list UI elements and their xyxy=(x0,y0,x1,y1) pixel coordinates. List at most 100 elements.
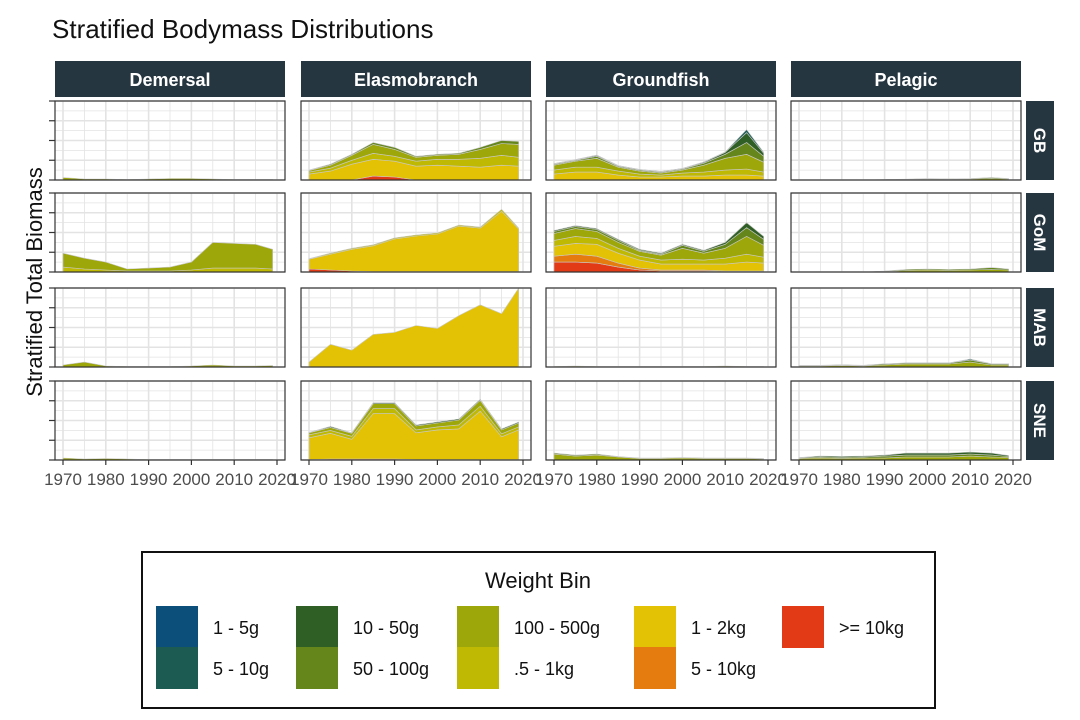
legend-item-50-100g: 50 - 100g xyxy=(296,647,429,689)
gridlines xyxy=(791,100,1021,181)
legend-swatch xyxy=(634,606,676,648)
strip-label-gb: GB xyxy=(1030,128,1049,154)
legend-swatch xyxy=(457,606,499,648)
x-tick-label: 1990 xyxy=(376,470,414,489)
legend-item-100-500g: 100 - 500g xyxy=(457,606,600,648)
legend-item-ge-10kg: >= 10kg xyxy=(782,606,904,648)
panel-pelagic-sne: 1970 1980 1990 2000 2010 2020 xyxy=(780,380,1032,489)
strip-label-groundfish: Groundfish xyxy=(613,70,710,90)
x-tick-label: 2020 xyxy=(749,470,787,489)
legend-swatch xyxy=(156,647,198,689)
legend-swatch xyxy=(634,647,676,689)
x-tick-label: 1980 xyxy=(823,470,861,489)
legend-item-5-10kg: 5 - 10kg xyxy=(634,647,756,689)
strip-row-mab xyxy=(1026,288,1054,367)
panel-groundfish-gom xyxy=(545,192,777,273)
panel-pelagic-mab xyxy=(790,287,1022,368)
panel-elasmobranch-gb xyxy=(300,100,532,181)
legend-label: .5 - 1kg xyxy=(514,659,574,679)
legend-swatch xyxy=(296,647,338,689)
panel-border xyxy=(300,380,532,461)
x-tick-label: 2010 xyxy=(706,470,744,489)
legend-item-1-2kg: 1 - 2kg xyxy=(634,606,746,648)
panel-border xyxy=(545,100,777,181)
panel-groundfish-mab xyxy=(545,287,777,368)
panel-demersal-gom xyxy=(49,192,286,273)
panel-pelagic-gom xyxy=(790,192,1022,273)
panel-border xyxy=(300,100,532,181)
y-axis-label: Stratified Total Biomass xyxy=(22,167,47,396)
area-50-100g xyxy=(553,452,764,460)
area-5-10g xyxy=(553,129,764,172)
area-5-1kg xyxy=(308,209,519,260)
panel-border xyxy=(300,192,532,273)
legend-item-10-50g: 10 - 50g xyxy=(296,606,419,648)
strip-label-demersal: Demersal xyxy=(129,70,210,90)
legend-label: 50 - 100g xyxy=(353,659,429,679)
panel-border xyxy=(790,380,1022,461)
strip-col-groundfish xyxy=(546,61,776,97)
x-tick-label: 1970 xyxy=(780,470,818,489)
strip-row-gb xyxy=(1026,101,1054,180)
panel-groundfish-sne: 1970 1980 1990 2000 2010 2020 xyxy=(535,380,787,489)
legend-label: >= 10kg xyxy=(839,618,904,638)
panel-border xyxy=(790,100,1022,181)
strip-row-gom xyxy=(1026,193,1054,272)
legend-label: 1 - 2kg xyxy=(691,618,746,638)
panel-border xyxy=(545,287,777,368)
x-tick-label: 1980 xyxy=(578,470,616,489)
x-tick-label: 2010 xyxy=(951,470,989,489)
x-tick-label: 2000 xyxy=(418,470,456,489)
x-tick-label: 1980 xyxy=(87,470,125,489)
x-tick-label: 2020 xyxy=(504,470,542,489)
area-10-50g xyxy=(553,222,764,255)
panel-border xyxy=(545,192,777,273)
panel-elasmobranch-sne: 1970 1980 1990 2000 2010 2020 xyxy=(290,380,542,489)
panel-groundfish-gb xyxy=(545,100,777,181)
strip-label-mab: MAB xyxy=(1030,308,1049,347)
area-50-100g xyxy=(308,140,519,171)
legend-label: 5 - 10kg xyxy=(691,659,756,679)
strip-label-gom: GoM xyxy=(1030,214,1049,252)
x-tick-label: 2010 xyxy=(215,470,253,489)
x-tick-label: 2010 xyxy=(461,470,499,489)
panel-demersal-mab xyxy=(49,287,286,368)
x-tick-label: 2000 xyxy=(172,470,210,489)
x-tick-label: 1990 xyxy=(130,470,168,489)
legend-item-1-5g: 1 - 5g xyxy=(156,606,259,648)
x-tick-label: 2020 xyxy=(258,470,296,489)
facet-panels: Demersal Elasmobranch Groundfish Pelagic GB G… xyxy=(44,61,1054,489)
x-tick-label: 2000 xyxy=(908,470,946,489)
area-5-10g xyxy=(798,358,1009,366)
x-tick-label: 1970 xyxy=(535,470,573,489)
legend: Weight Bin 1 - 5g 5 - 10g 10 - 50g 50 - 100… xyxy=(141,551,936,709)
strip-col-pelagic xyxy=(791,61,1021,97)
legend-label: 1 - 5g xyxy=(213,618,259,638)
strip-label-sne: SNE xyxy=(1030,403,1049,438)
legend-items: 1 - 5g 5 - 10g 10 - 50g 50 - 100g 100 - 500g… xyxy=(156,606,904,689)
panel-elasmobranch-mab xyxy=(300,287,532,368)
legend-label: 5 - 10g xyxy=(213,659,269,679)
area-100-500g xyxy=(62,242,273,272)
legend-label: 10 - 50g xyxy=(353,618,419,638)
x-tick-label: 2020 xyxy=(994,470,1032,489)
x-tick-label: 1970 xyxy=(290,470,328,489)
legend-label: 100 - 500g xyxy=(514,618,600,638)
panel-border xyxy=(790,192,1022,273)
chart-title: Stratified Bodymass Distributions xyxy=(52,14,433,44)
strip-col-demersal xyxy=(55,61,285,97)
strip-row-sne xyxy=(1026,381,1054,460)
x-tick-label: 2000 xyxy=(663,470,701,489)
panel-border xyxy=(545,380,777,461)
area-10-50g xyxy=(308,399,519,434)
panel-elasmobranch-gom xyxy=(300,192,532,273)
legend-swatch xyxy=(457,647,499,689)
strip-label-elasmobranch: Elasmobranch xyxy=(354,70,478,90)
x-tick-label: 1970 xyxy=(44,470,82,489)
x-tick-label: 1990 xyxy=(621,470,659,489)
panel-demersal-sne: 1970 1980 1990 2000 2010 2020 xyxy=(44,380,296,489)
legend-swatch xyxy=(296,606,338,648)
panel-pelagic-gb xyxy=(790,100,1022,181)
strip-label-pelagic: Pelagic xyxy=(874,70,937,90)
